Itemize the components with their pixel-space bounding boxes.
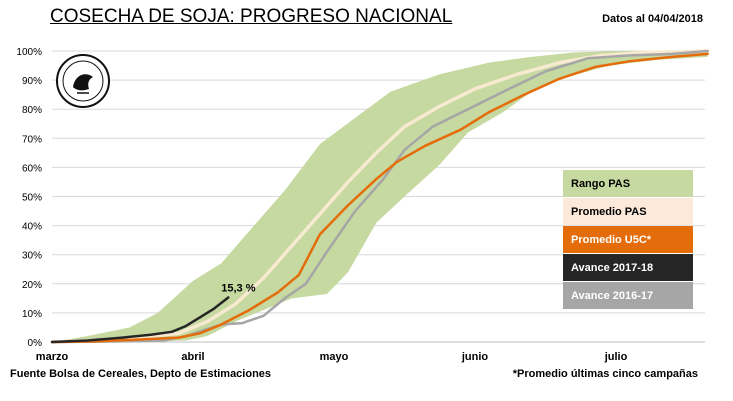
y-tick-label: 0%	[28, 338, 43, 349]
x-tick-label: julio	[604, 351, 628, 363]
legend-item: Rango PAS	[563, 170, 693, 197]
x-tick-labels: marzo abril mayo junio julio	[36, 351, 628, 363]
y-tick-label: 30%	[22, 251, 42, 262]
y-tick-label: 100%	[16, 47, 42, 58]
y-tick-label: 10%	[22, 309, 42, 320]
chart-title: COSECHA DE SOJA: PROGRESO NACIONAL	[50, 6, 453, 27]
bolsa-cereales-logo	[55, 53, 111, 109]
promedio-u5c-line	[50, 52, 709, 344]
date-label: Datos al 04/04/2018	[602, 13, 703, 25]
y-tick-label: 40%	[22, 222, 42, 233]
y-tick-label: 90%	[22, 76, 42, 87]
y-tick-label: 50%	[22, 193, 42, 204]
footnote: *Promedio últimas cinco campañas	[512, 368, 698, 380]
promedio-pas-line	[50, 49, 710, 344]
x-tick-label: junio	[461, 351, 489, 363]
y-tick-label: 20%	[22, 280, 42, 291]
y-tick-label: 80%	[22, 105, 42, 116]
x-tick-label: abril	[181, 351, 204, 363]
x-tick-label: marzo	[36, 351, 69, 363]
legend-item: Promedio U5C*	[563, 226, 693, 253]
legend-item: Avance 2016-17	[563, 282, 693, 309]
plot-area: 15,3 %	[50, 49, 710, 344]
source-note: Fuente Bolsa de Cereales, Depto de Estim…	[10, 368, 272, 380]
y-tick-label: 60%	[22, 163, 42, 174]
legend-item: Promedio PAS	[563, 198, 693, 225]
annotation-label: 15,3 %	[221, 282, 255, 294]
y-tick-label: 70%	[22, 134, 42, 145]
legend-item: Avance 2017-18	[563, 254, 693, 281]
y-tick-labels: 0% 10% 20% 30% 40% 50% 60% 70% 80% 90% 100%	[16, 47, 42, 349]
avance-2017-18-line	[50, 296, 230, 344]
x-tick-label: mayo	[320, 351, 349, 363]
range-pas-area	[52, 51, 708, 342]
